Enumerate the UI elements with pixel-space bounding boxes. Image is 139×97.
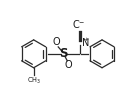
Text: $^{+}$: $^{+}$ <box>83 36 90 45</box>
Text: $^{-}$: $^{-}$ <box>78 19 85 28</box>
Text: O: O <box>65 60 72 70</box>
Text: S: S <box>59 47 68 60</box>
Text: CH$_3$: CH$_3$ <box>27 75 41 86</box>
Text: N: N <box>82 38 89 48</box>
Text: O: O <box>53 37 60 47</box>
Text: C: C <box>72 20 79 30</box>
